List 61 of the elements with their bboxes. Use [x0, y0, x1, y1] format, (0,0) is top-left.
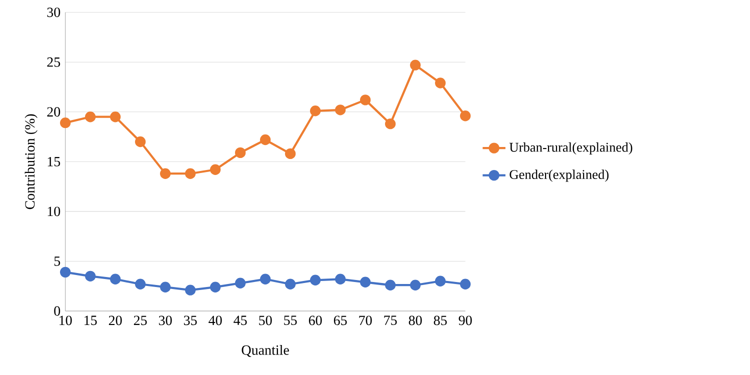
point [460, 110, 471, 122]
point [60, 266, 71, 278]
x-tick-label: 20 [108, 316, 122, 326]
x-tick-label: 70 [359, 316, 372, 326]
legend-label: Urban-rural(explained) [509, 142, 632, 155]
point [460, 278, 471, 290]
y-tick-label: 20 [47, 107, 60, 117]
point [210, 282, 221, 292]
point [385, 118, 396, 130]
y-tick-label: 0 [54, 306, 60, 316]
y-tick-label: 5 [54, 256, 60, 266]
x-tick-label: 60 [308, 316, 322, 326]
x-tick-label: 50 [259, 316, 272, 326]
y-tick-label: 15 [48, 156, 60, 166]
point [410, 60, 421, 70]
point [135, 278, 146, 290]
point [84, 112, 96, 122]
point [260, 274, 271, 284]
point [435, 78, 446, 88]
x-tick-label: 90 [458, 316, 472, 326]
x-tick-label: 75 [384, 316, 397, 326]
point [435, 276, 446, 286]
y-tick-label: 25 [47, 57, 60, 67]
point [360, 276, 371, 288]
x-tick-label: 80 [408, 316, 422, 326]
point [335, 104, 346, 116]
point [160, 282, 171, 292]
point [235, 278, 246, 288]
x-tick-label: 40 [208, 316, 222, 326]
x-tick-label: 65 [334, 316, 347, 326]
x-axis-title: Quantile [242, 344, 289, 357]
point [285, 278, 296, 290]
point [285, 148, 296, 160]
x-tick-label: 15 [84, 316, 97, 326]
y-tick-label: 30 [47, 8, 60, 18]
point [310, 106, 321, 116]
x-tick-label: 45 [234, 316, 247, 326]
point [260, 134, 271, 146]
point [335, 274, 346, 284]
point [210, 164, 221, 175]
point [160, 168, 171, 179]
point [84, 270, 96, 282]
x-tick-label: 55 [284, 316, 297, 326]
point [110, 274, 121, 284]
point [410, 280, 421, 290]
legend-label: Gender(explained) [510, 170, 609, 182]
point [135, 136, 146, 148]
point [310, 274, 321, 286]
point [360, 94, 371, 106]
x-tick-label: 30 [159, 316, 172, 326]
x-tick-label: 25 [134, 316, 147, 326]
point [60, 118, 71, 128]
y-axis-title: Contribution (%) [24, 114, 38, 210]
point [110, 112, 121, 122]
point [185, 168, 196, 179]
x-tick-label: 85 [434, 316, 447, 326]
point [235, 147, 246, 158]
x-tick-label: 35 [184, 316, 197, 326]
point [185, 284, 196, 296]
y-tick-label: 10 [48, 206, 60, 216]
point [385, 280, 396, 290]
